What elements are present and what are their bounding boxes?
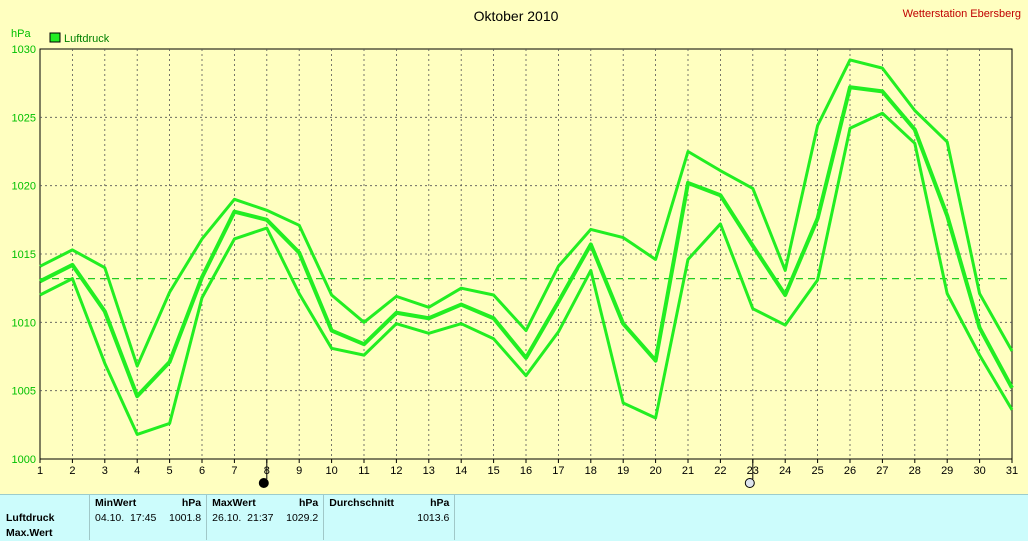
x-tick-label: 30 [973, 465, 985, 477]
x-tick-label: 9 [296, 465, 302, 477]
min-header-unit: hPa [164, 495, 207, 510]
y-tick-label: 1010 [12, 317, 36, 329]
max-value: 1029.2 [281, 510, 324, 525]
full-moon-icon [745, 479, 754, 488]
avg-value: 1013.6 [412, 510, 455, 525]
min-value: 1001.8 [164, 510, 207, 525]
max-time: 21:37 [247, 512, 273, 524]
max-date: 26.10. [212, 512, 241, 524]
series-line-min [40, 113, 1012, 434]
x-tick-label: 19 [617, 465, 629, 477]
y-tick-label: 1005 [12, 386, 36, 398]
x-tick-label: 21 [682, 465, 694, 477]
stats-header-row: MinWert hPa MaxWert hPa Durchschnitt hPa [0, 495, 465, 510]
x-tick-label: 10 [325, 465, 337, 477]
stats-spacer [455, 495, 466, 510]
stats-row-label: Max.Wert [0, 525, 90, 540]
x-tick-label: 22 [714, 465, 726, 477]
x-tick-label: 7 [231, 465, 237, 477]
x-tick-label: 24 [779, 465, 791, 477]
x-tick-label: 17 [552, 465, 564, 477]
x-tick-label: 12 [390, 465, 402, 477]
x-tick-label: 14 [455, 465, 467, 477]
min-header-label: MinWert [90, 495, 165, 510]
x-tick-label: 4 [134, 465, 140, 477]
stats-panel: MinWert hPa MaxWert hPa Durchschnitt hPa… [0, 494, 1028, 541]
legend-label: Luftdruck [64, 33, 110, 45]
min-time: 17:45 [130, 512, 156, 524]
x-tick-label: 11 [358, 465, 369, 477]
grid [40, 49, 1012, 459]
x-tick-label: 18 [585, 465, 597, 477]
x-tick-label: 16 [520, 465, 532, 477]
x-tick-label: 31 [1006, 465, 1018, 477]
x-tick-label: 27 [876, 465, 888, 477]
y-tick-label: 1000 [12, 454, 36, 466]
x-tick-label: 13 [423, 465, 435, 477]
max-header-unit: hPa [281, 495, 324, 510]
y-tick-label: 1030 [12, 44, 36, 56]
y-tick-label: 1020 [12, 181, 36, 193]
x-tick-label: 3 [102, 465, 108, 477]
x-tick-label: 20 [649, 465, 661, 477]
x-tick-label: 1 [37, 465, 43, 477]
x-tick-label: 6 [199, 465, 205, 477]
stats-table: MinWert hPa MaxWert hPa Durchschnitt hPa… [0, 495, 465, 540]
avg-empty [324, 510, 413, 525]
station-name: Wetterstation Ebersberg [903, 8, 1021, 20]
series-group [40, 60, 1012, 435]
min-date: 04.10. [95, 512, 124, 524]
x-tick-label: 15 [487, 465, 499, 477]
min-datetime: 04.10. 17:45 [90, 510, 165, 525]
axes: 1234567891011121314151617181920212223242… [12, 44, 1019, 488]
y-tick-label: 1015 [12, 249, 36, 261]
x-tick-label: 28 [909, 465, 921, 477]
x-tick-label: 29 [941, 465, 953, 477]
stats-corner [0, 495, 90, 510]
stats-spacer [455, 510, 466, 525]
chart-title: Oktober 2010 [474, 8, 559, 24]
new-moon-icon [259, 479, 268, 488]
x-tick-label: 2 [69, 465, 75, 477]
stats-row-label: Luftdruck [0, 510, 90, 525]
x-tick-label: 26 [844, 465, 856, 477]
y-tick-label: 1025 [12, 112, 36, 124]
legend-swatch [50, 33, 60, 42]
stats-row-luftdruck: Luftdruck 04.10. 17:45 1001.8 26.10. 21:… [0, 510, 465, 525]
avg-header-label: Durchschnitt [324, 495, 413, 510]
y-axis-unit: hPa [11, 28, 31, 40]
chart-area: Oktober 2010 Wetterstation Ebersberg hPa… [0, 0, 1028, 494]
x-tick-label: 25 [811, 465, 823, 477]
x-tick-label: 5 [167, 465, 173, 477]
pressure-chart: Oktober 2010 Wetterstation Ebersberg hPa… [0, 0, 1028, 494]
stats-row-maxwert: Max.Wert [0, 525, 465, 540]
avg-header-unit: hPa [412, 495, 455, 510]
max-header-label: MaxWert [207, 495, 282, 510]
max-datetime: 26.10. 21:37 [207, 510, 282, 525]
